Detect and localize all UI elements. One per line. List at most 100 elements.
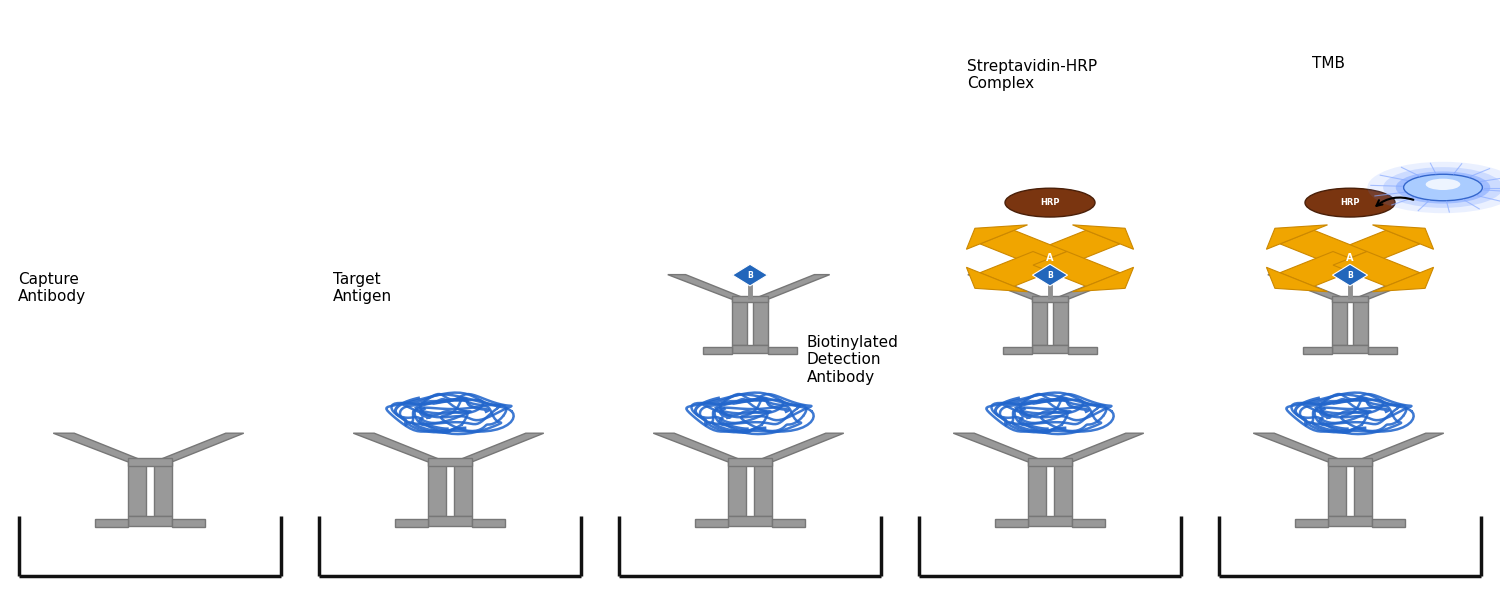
Text: Target
Antigen: Target Antigen <box>333 272 392 304</box>
Polygon shape <box>1372 267 1434 292</box>
Polygon shape <box>654 433 747 462</box>
Polygon shape <box>1332 264 1368 286</box>
Polygon shape <box>128 458 171 466</box>
Polygon shape <box>1294 519 1329 527</box>
Polygon shape <box>694 519 729 527</box>
Polygon shape <box>1280 230 1366 265</box>
Text: B: B <box>1047 271 1053 280</box>
Polygon shape <box>1029 462 1047 516</box>
Polygon shape <box>1053 462 1071 516</box>
Polygon shape <box>1329 462 1347 516</box>
Polygon shape <box>1071 519 1104 527</box>
Polygon shape <box>996 519 1029 527</box>
Text: A: A <box>1347 253 1353 263</box>
Polygon shape <box>1280 251 1366 286</box>
Polygon shape <box>753 433 843 462</box>
Polygon shape <box>429 458 471 466</box>
Polygon shape <box>471 519 504 527</box>
Text: B: B <box>1347 271 1353 280</box>
Polygon shape <box>1332 345 1368 353</box>
Polygon shape <box>668 275 747 299</box>
Polygon shape <box>1353 275 1430 299</box>
Ellipse shape <box>1395 172 1490 203</box>
Polygon shape <box>153 462 171 516</box>
Polygon shape <box>1353 299 1368 345</box>
Polygon shape <box>453 433 543 462</box>
Polygon shape <box>1372 225 1434 250</box>
Polygon shape <box>1332 296 1368 302</box>
Polygon shape <box>1329 516 1371 526</box>
Polygon shape <box>429 462 447 516</box>
Polygon shape <box>429 516 471 526</box>
Polygon shape <box>54 433 147 462</box>
Polygon shape <box>1266 267 1328 292</box>
Polygon shape <box>1072 267 1134 292</box>
Polygon shape <box>732 299 747 345</box>
Polygon shape <box>954 433 1047 462</box>
Polygon shape <box>966 267 1028 292</box>
Polygon shape <box>753 462 771 516</box>
Polygon shape <box>704 347 732 354</box>
Text: Streptavidin-HRP
Complex: Streptavidin-HRP Complex <box>968 59 1098 91</box>
Polygon shape <box>1304 347 1332 354</box>
Ellipse shape <box>1305 188 1395 217</box>
Polygon shape <box>966 225 1028 250</box>
Polygon shape <box>1029 458 1071 466</box>
Ellipse shape <box>1404 174 1482 201</box>
Polygon shape <box>968 275 1047 299</box>
Polygon shape <box>1329 458 1371 466</box>
Ellipse shape <box>1425 179 1461 190</box>
Text: B: B <box>747 271 753 280</box>
Polygon shape <box>1268 275 1347 299</box>
Polygon shape <box>1334 230 1420 265</box>
Polygon shape <box>1034 230 1120 265</box>
Polygon shape <box>1266 225 1328 250</box>
Polygon shape <box>128 516 171 526</box>
Polygon shape <box>1053 433 1143 462</box>
Polygon shape <box>1034 251 1120 286</box>
Polygon shape <box>128 462 147 516</box>
Polygon shape <box>153 433 243 462</box>
Polygon shape <box>753 299 768 345</box>
Text: A: A <box>1047 253 1053 263</box>
Text: TMB: TMB <box>1312 55 1346 70</box>
Polygon shape <box>1053 299 1068 345</box>
Polygon shape <box>768 347 796 354</box>
Polygon shape <box>1353 462 1371 516</box>
Polygon shape <box>1032 299 1047 345</box>
Text: Capture
Antibody: Capture Antibody <box>18 272 86 304</box>
Polygon shape <box>1032 264 1068 286</box>
Polygon shape <box>1368 347 1396 354</box>
Polygon shape <box>1032 296 1068 302</box>
Polygon shape <box>729 458 771 466</box>
Ellipse shape <box>1005 188 1095 217</box>
Polygon shape <box>732 296 768 302</box>
Polygon shape <box>980 230 1066 265</box>
Polygon shape <box>1053 275 1130 299</box>
Polygon shape <box>980 251 1066 286</box>
Polygon shape <box>1068 347 1096 354</box>
Polygon shape <box>1254 433 1347 462</box>
Text: Biotinylated
Detection
Antibody: Biotinylated Detection Antibody <box>807 335 898 385</box>
Polygon shape <box>1029 516 1071 526</box>
Polygon shape <box>96 519 128 527</box>
Polygon shape <box>732 264 768 286</box>
Ellipse shape <box>1368 162 1500 213</box>
Polygon shape <box>1353 433 1443 462</box>
Polygon shape <box>1334 251 1420 286</box>
Polygon shape <box>732 345 768 353</box>
Text: HRP: HRP <box>1341 198 1359 207</box>
Polygon shape <box>753 275 830 299</box>
Polygon shape <box>771 519 804 527</box>
Ellipse shape <box>1383 167 1500 208</box>
Polygon shape <box>1072 225 1134 250</box>
Polygon shape <box>453 462 471 516</box>
Polygon shape <box>1371 519 1404 527</box>
Polygon shape <box>171 519 204 527</box>
Polygon shape <box>729 462 747 516</box>
Polygon shape <box>729 516 771 526</box>
Polygon shape <box>1332 299 1347 345</box>
Polygon shape <box>354 433 447 462</box>
Polygon shape <box>394 519 429 527</box>
Text: HRP: HRP <box>1041 198 1059 207</box>
